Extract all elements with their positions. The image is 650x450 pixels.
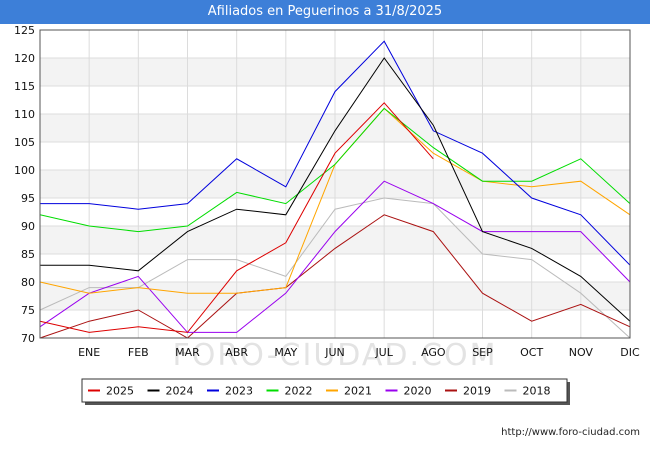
y-tick-label: 75	[21, 304, 35, 317]
x-tick-label: DIC	[620, 346, 640, 359]
x-tick-label: SEP	[472, 346, 493, 359]
plot-frame	[39, 29, 631, 339]
x-tick-label: ABR	[225, 346, 248, 359]
x-tick-label: JUL	[374, 346, 393, 359]
y-tick-label: 85	[21, 248, 35, 261]
legend-label-2024: 2024	[166, 385, 194, 398]
legend-label-2023: 2023	[225, 385, 253, 398]
x-tick-label: ENE	[78, 346, 100, 359]
legend-box	[81, 378, 568, 403]
legend-label-2018: 2018	[523, 385, 551, 398]
y-tick-label: 70	[21, 332, 35, 345]
legend-label-2025: 2025	[106, 385, 134, 398]
x-tick-label: OCT	[520, 346, 543, 359]
y-tick-label: 95	[21, 192, 35, 205]
series-line-2025	[39, 102, 434, 333]
x-tick-label: NOV	[569, 346, 594, 359]
legend-label-2022: 2022	[285, 385, 313, 398]
x-tick-label: MAY	[274, 346, 297, 359]
watermark: FORO-CIUDAD.COM	[173, 338, 498, 373]
x-tick-label: FEB	[128, 346, 149, 359]
legend-label-2020: 2020	[404, 385, 432, 398]
x-tick-label: MAR	[175, 346, 200, 359]
y-tick-label: 115	[14, 80, 35, 93]
source-credit: http://www.foro-ciudad.com	[501, 427, 640, 438]
y-tick-label: 90	[21, 220, 35, 233]
series-lines	[39, 40, 631, 339]
series-line-2020	[39, 180, 631, 333]
legend-label-2021: 2021	[344, 385, 372, 398]
legend: 2025 2024 2023 2022 2021 2020 2019 2018	[81, 378, 570, 405]
legend-label-2019: 2019	[463, 385, 491, 398]
x-tick-label: JUN	[324, 346, 345, 359]
x-tick-label: AGO	[421, 346, 446, 359]
series-line-2023	[40, 40, 631, 266]
y-axis-tick-labels: 70 75 80 85 90 95 100 105 110 115 120 125	[14, 24, 35, 345]
y-tick-label: 105	[14, 136, 35, 149]
chart-title: Afiliados en Peguerinos a 31/8/2025	[0, 0, 650, 24]
series-line-2022	[39, 107, 631, 233]
series-line-2024	[40, 57, 631, 322]
y-tick-label: 125	[14, 24, 35, 37]
y-tick-label: 100	[14, 164, 35, 177]
y-tick-label: 80	[21, 276, 35, 289]
y-tick-label: 120	[14, 52, 35, 65]
y-tick-label: 110	[14, 108, 35, 121]
series-line-2019	[39, 214, 631, 339]
x-axis-tick-labels: ENE FEB MAR ABR MAY JUN JUL AGO SEP OCT NOV DIC	[78, 346, 640, 359]
